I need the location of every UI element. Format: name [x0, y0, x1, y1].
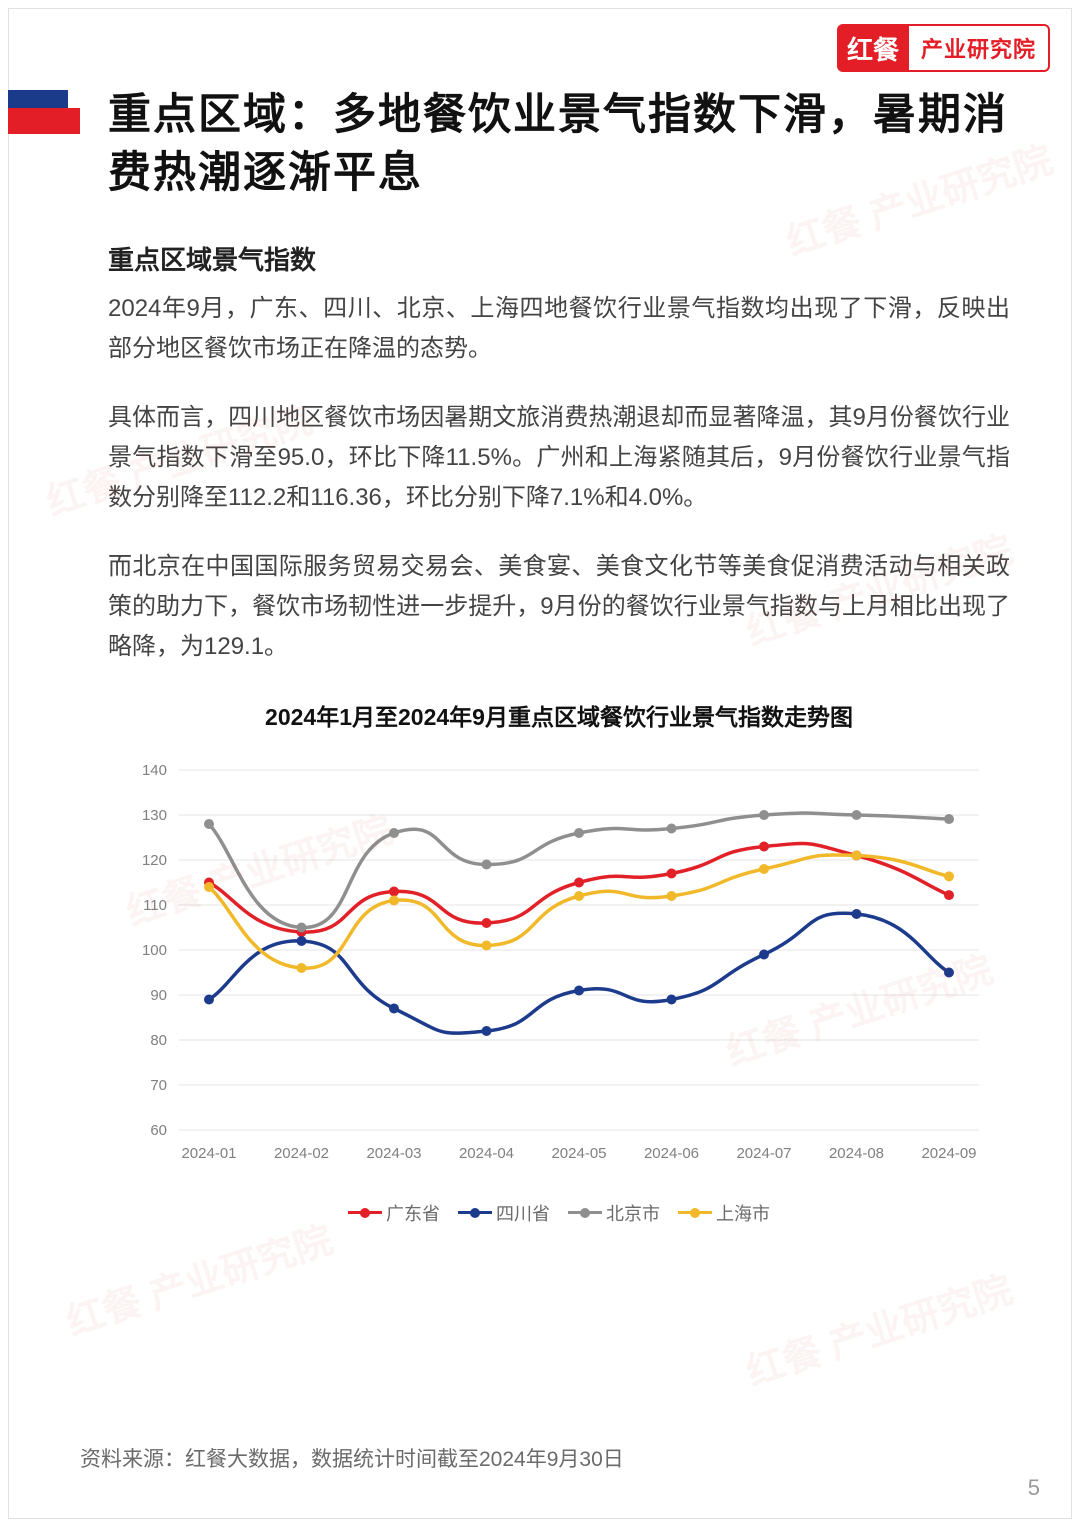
legend-label: 北京市: [606, 1200, 660, 1226]
line-chart-svg: 60 70 80 90 100 110 120 130 140 2024-01 2024-02 202…: [119, 750, 999, 1190]
logo-red-part: 红餐: [837, 24, 909, 72]
logo-white-part: 产业研究院: [909, 24, 1050, 72]
paragraph-1: 2024年9月，广东、四川、北京、上海四地餐饮行业景气指数均出现了下滑，反映出部…: [108, 289, 1010, 370]
corner-accent-red: [8, 108, 80, 134]
svg-text:2024-08: 2024-08: [829, 1145, 884, 1162]
svg-text:120: 120: [142, 852, 167, 869]
svg-text:2024-04: 2024-04: [459, 1145, 514, 1162]
paragraph-3: 而北京在中国国际服务贸易交易会、美食宴、美食文化节等美食促消费活动与相关政策的助…: [108, 547, 1010, 668]
svg-text:2024-05: 2024-05: [551, 1145, 606, 1162]
legend-label: 上海市: [716, 1200, 770, 1226]
paragraph-2: 具体而言，四川地区餐饮市场因暑期文旅消费热潮退却而显著降温，其9月份餐饮行业景气…: [108, 398, 1010, 519]
logo-badge: 红餐 产业研究院: [837, 24, 1050, 72]
svg-text:140: 140: [142, 762, 167, 779]
source-line: 资料来源：红餐大数据，数据统计时间截至2024年9月30日: [80, 1443, 624, 1473]
chart-title: 2024年1月至2024年9月重点区域餐饮行业景气指数走势图: [108, 698, 1010, 732]
svg-text:110: 110: [143, 897, 167, 914]
section-heading: 重点区域景气指数: [108, 240, 1010, 277]
svg-text:2024-02: 2024-02: [274, 1145, 329, 1162]
svg-text:2024-03: 2024-03: [366, 1145, 421, 1162]
chart-legend: 广东省 四川省 北京市 上海市: [108, 1200, 1010, 1226]
svg-text:60: 60: [150, 1122, 167, 1139]
svg-text:2024-09: 2024-09: [921, 1145, 976, 1162]
legend-item: 四川省: [458, 1200, 550, 1226]
legend-item: 北京市: [568, 1200, 660, 1226]
legend-label: 四川省: [496, 1200, 550, 1226]
legend-label: 广东省: [386, 1200, 440, 1226]
chart-container: 2024年1月至2024年9月重点区域餐饮行业景气指数走势图 60 70 80 90 1…: [108, 698, 1010, 1226]
svg-text:80: 80: [150, 1032, 167, 1049]
legend-item: 广东省: [348, 1200, 440, 1226]
corner-accent: [8, 90, 80, 134]
svg-text:2024-06: 2024-06: [644, 1145, 699, 1162]
legend-item: 上海市: [678, 1200, 770, 1226]
svg-text:100: 100: [142, 942, 167, 959]
page-title: 重点区域：多地餐饮业景气指数下滑，暑期消费热潮逐渐平息: [108, 86, 1010, 202]
svg-text:90: 90: [150, 987, 167, 1004]
svg-text:130: 130: [142, 807, 167, 824]
svg-text:2024-01: 2024-01: [181, 1145, 236, 1162]
page-number: 5: [1028, 1475, 1040, 1501]
content-area: 重点区域：多地餐饮业景气指数下滑，暑期消费热潮逐渐平息 重点区域景气指数 202…: [108, 86, 1010, 1226]
svg-text:2024-07: 2024-07: [736, 1145, 791, 1162]
svg-text:70: 70: [150, 1077, 167, 1094]
